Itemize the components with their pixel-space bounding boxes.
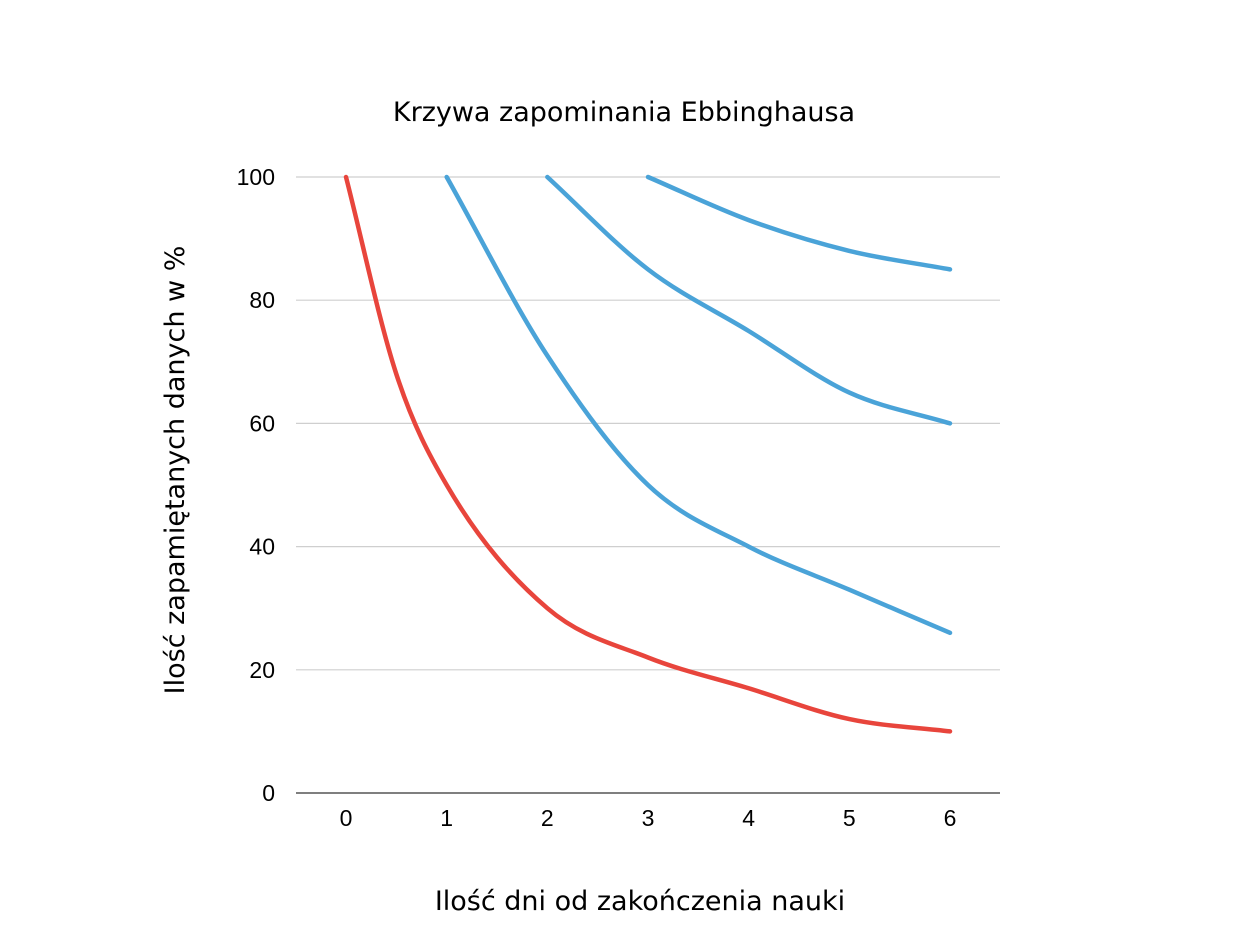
x-tick-label: 4	[742, 805, 755, 831]
chart-title: Krzywa zapominania Ebbinghausa	[393, 97, 855, 128]
y-tick-label: 80	[249, 287, 275, 313]
y-tick-label: 100	[237, 164, 275, 190]
y-tick-label: 60	[249, 410, 275, 436]
series-line-2	[444, 174, 953, 636]
series-group	[343, 174, 953, 734]
y-tick-label: 20	[249, 657, 275, 683]
x-tick-label: 1	[440, 805, 453, 831]
x-axis-label: Ilość dni od zakończenia nauki	[435, 886, 845, 917]
series-line-1	[343, 174, 953, 734]
x-tick-label: 0	[340, 805, 353, 831]
y-axis-ticks: 0 20 40 60 80 100	[237, 164, 275, 806]
series-line-4	[645, 174, 953, 272]
x-tick-label: 5	[843, 805, 856, 831]
x-axis-ticks: 0 1 2 3 4 5 6	[340, 805, 957, 831]
y-axis-label: Ilość zapamiętanych danych w %	[160, 246, 191, 695]
series-line-3	[545, 174, 953, 426]
y-tick-label: 40	[249, 534, 275, 560]
x-tick-label: 2	[541, 805, 554, 831]
x-tick-label: 3	[642, 805, 655, 831]
x-tick-label: 6	[944, 805, 957, 831]
y-tick-label: 0	[262, 780, 275, 806]
